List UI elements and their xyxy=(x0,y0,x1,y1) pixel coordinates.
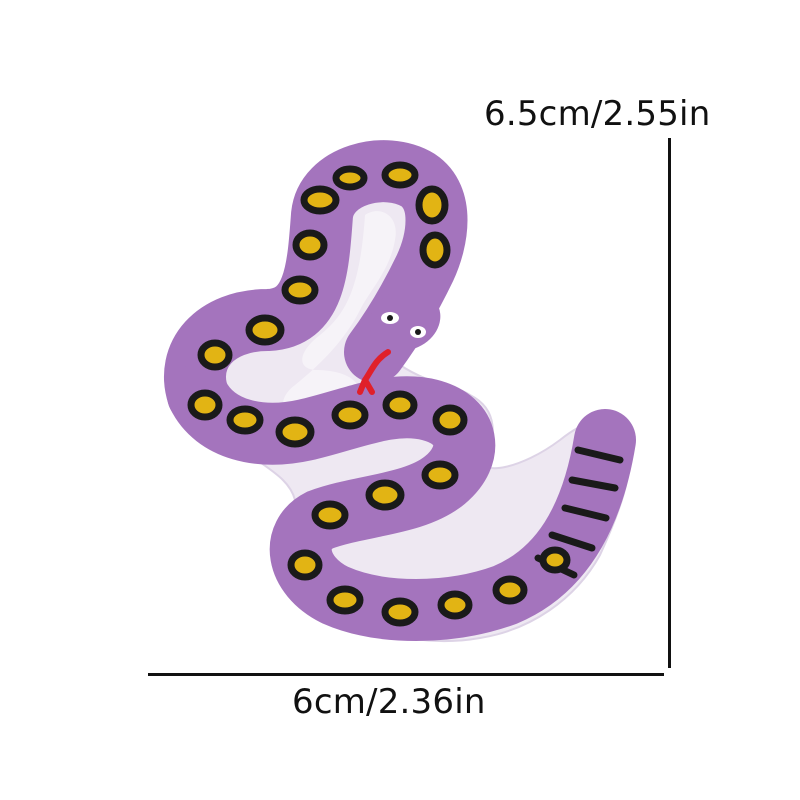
patch-inner-fabric xyxy=(283,211,396,420)
height-dimension-line xyxy=(668,138,671,668)
snake-tongue xyxy=(357,349,391,395)
width-dimension-label: 6cm/2.36in xyxy=(292,682,486,722)
snake-tail xyxy=(571,413,625,489)
height-dimension-label: 6.5cm/2.55in xyxy=(484,94,711,134)
width-dimension-line xyxy=(148,673,664,676)
leopard-spots xyxy=(187,161,571,627)
